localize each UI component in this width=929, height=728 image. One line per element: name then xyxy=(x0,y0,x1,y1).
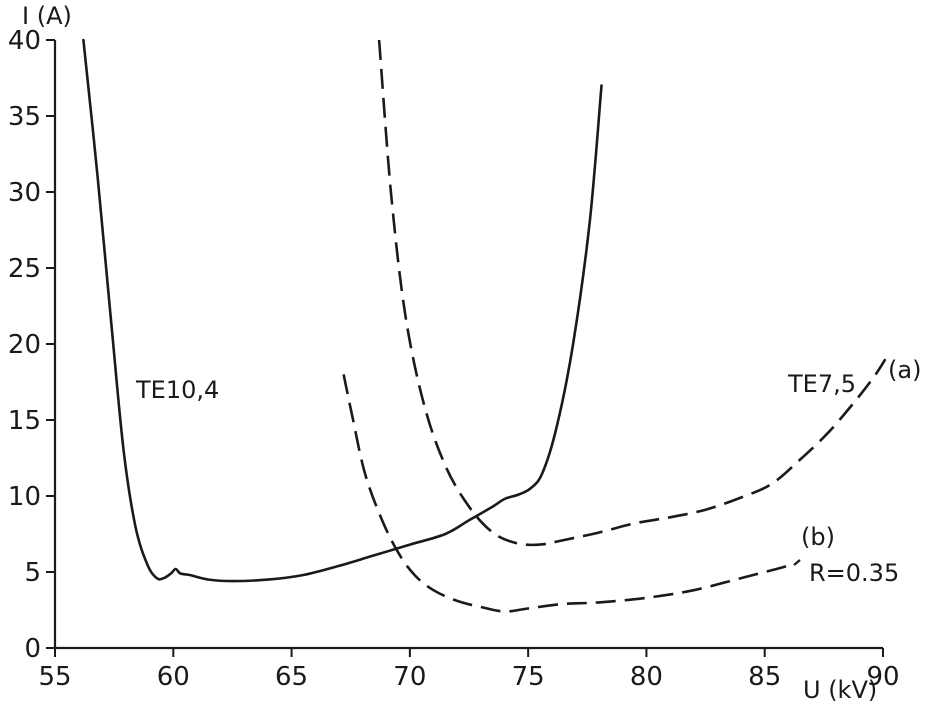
y-tick-label: 30 xyxy=(8,178,41,208)
x-tick-label: 85 xyxy=(748,662,781,692)
tick-marks xyxy=(46,39,884,657)
series-group xyxy=(82,38,887,613)
y-tick-label: 15 xyxy=(8,406,41,436)
tick-labels: 55 60 65 70 75 80 85 90 0 5 10 15 20 25 30 35 40 xyxy=(8,26,900,692)
y-tick-label: 40 xyxy=(8,26,41,56)
x-tick-label: 90 xyxy=(866,662,899,692)
x-tick-label: 75 xyxy=(512,662,545,692)
series-line-1 xyxy=(82,38,603,583)
y-tick-label: 10 xyxy=(8,482,41,512)
label-r: R=0.35 xyxy=(809,559,899,587)
x-tick-label: 60 xyxy=(157,662,190,692)
label-a: (a) xyxy=(888,356,921,384)
series-line-2 xyxy=(377,39,887,547)
series-line-3 xyxy=(342,374,794,613)
y-tick-label: 20 xyxy=(8,330,41,360)
y-tick-label: 35 xyxy=(8,102,41,132)
y-tick-label: 5 xyxy=(24,558,41,588)
y-axis-title: I (A) xyxy=(22,2,72,30)
label-b: (b) xyxy=(801,523,835,551)
x-tick-label: 70 xyxy=(393,662,426,692)
label-te75: TE7,5 xyxy=(787,370,856,398)
leader-b xyxy=(793,559,801,566)
y-tick-label: 0 xyxy=(24,634,41,664)
x-tick-label: 80 xyxy=(630,662,663,692)
y-tick-label: 25 xyxy=(8,254,41,284)
label-te104: TE10,4 xyxy=(135,376,219,404)
x-tick-label: 65 xyxy=(275,662,308,692)
axes xyxy=(53,40,883,650)
x-axis-title: U (kV) xyxy=(803,676,877,704)
x-tick-label: 55 xyxy=(38,662,71,692)
